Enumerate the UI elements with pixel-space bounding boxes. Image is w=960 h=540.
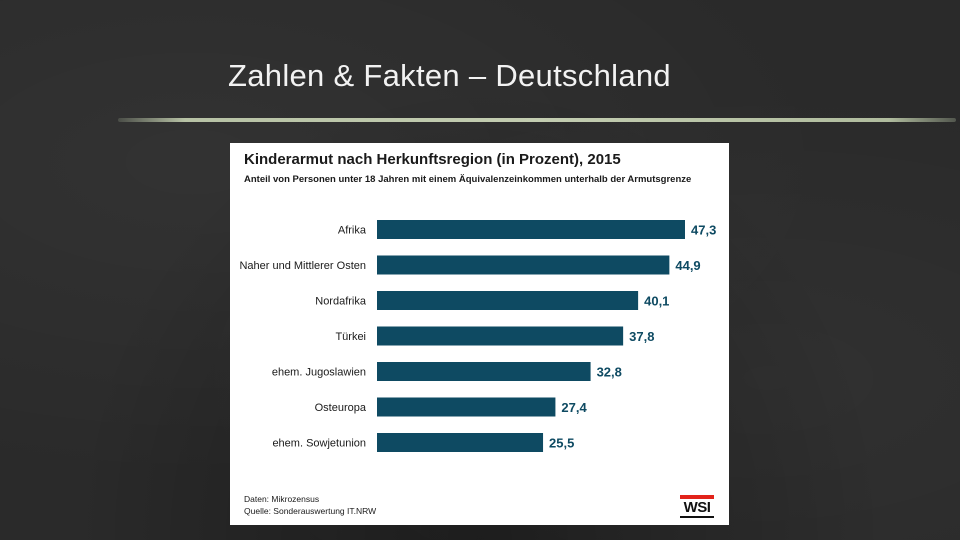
- category-label: ehem. Sowjetunion: [272, 438, 366, 450]
- source-label: Quelle: Sonderauswertung IT.NRW: [244, 506, 377, 516]
- bar: [377, 291, 639, 310]
- bar: [377, 220, 685, 239]
- value-label: 44,9: [675, 258, 700, 273]
- logo-text: WSI: [683, 499, 711, 516]
- bar: [377, 433, 544, 452]
- category-label: Naher und Mittlerer Osten: [239, 260, 366, 272]
- bar: [377, 397, 556, 417]
- slide-title: Zahlen & Fakten – Deutschland: [228, 58, 671, 93]
- value-label: 47,3: [691, 223, 716, 238]
- value-label: 27,4: [561, 400, 587, 415]
- chart-card: Kinderarmut nach Herkunftsregion (in Pro…: [230, 143, 729, 525]
- category-label: ehem. Jugoslawien: [272, 367, 366, 379]
- bar-chart: Afrika 47,3 Naher und Mittlerer Osten 44,9 N…: [239, 220, 716, 452]
- category-label: Nordafrika: [315, 296, 367, 308]
- bar: [377, 326, 624, 346]
- category-label: Osteuropa: [315, 402, 367, 414]
- chart-subtitle: Anteil von Personen unter 18 Jahren mit …: [244, 174, 692, 185]
- value-label: 37,8: [629, 329, 654, 344]
- value-label: 25,5: [549, 436, 574, 451]
- data-source-label: Daten: Mikrozensus: [244, 494, 320, 504]
- logo-underline: [680, 516, 714, 518]
- logo-accent-bar: [680, 495, 714, 499]
- bar: [377, 362, 591, 381]
- bar: [377, 255, 670, 275]
- category-label: Türkei: [335, 331, 366, 343]
- chart-source: Daten: Mikrozensus Quelle: Sonderauswert…: [244, 493, 376, 517]
- value-label: 40,1: [644, 294, 669, 309]
- value-label: 32,8: [597, 365, 622, 380]
- chart-title: Kinderarmut nach Herkunftsregion (in Pro…: [244, 151, 621, 168]
- title-divider: [118, 118, 956, 122]
- category-label: Afrika: [338, 225, 367, 237]
- wsi-logo: WSI: [680, 495, 714, 519]
